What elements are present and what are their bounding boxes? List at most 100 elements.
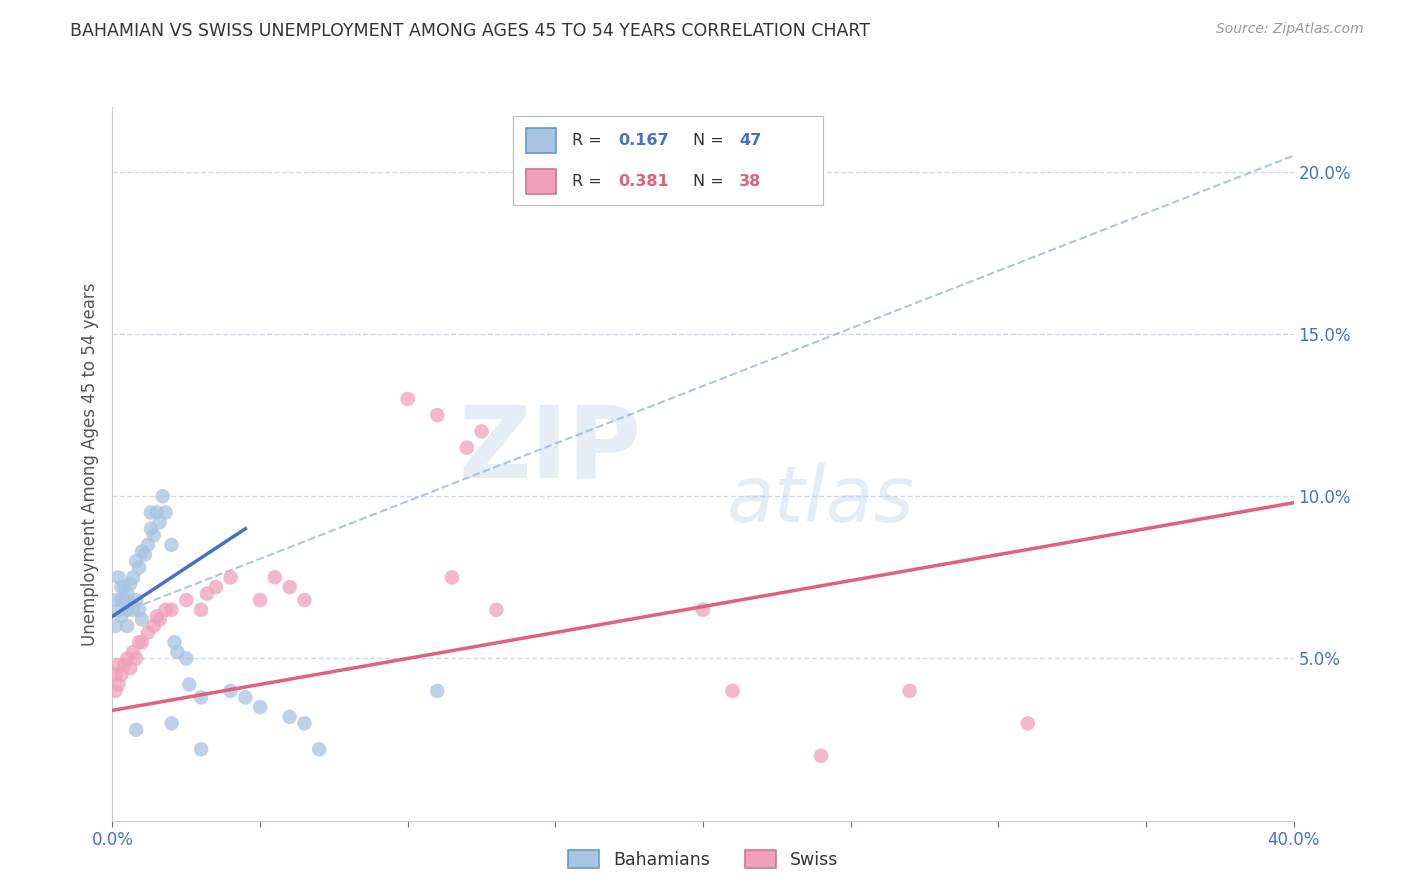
Point: [110, 580, 132, 594]
Point: [485, 603, 508, 617]
Point: [1017, 716, 1039, 731]
Point: [104, 593, 127, 607]
Point: [205, 580, 228, 594]
FancyBboxPatch shape: [526, 169, 557, 194]
Point: [107, 603, 129, 617]
Point: [122, 645, 145, 659]
Point: [190, 690, 212, 705]
Point: [155, 603, 177, 617]
Point: [139, 506, 162, 520]
Point: [152, 489, 174, 503]
Point: [107, 657, 129, 672]
Point: [131, 613, 153, 627]
Point: [122, 570, 145, 584]
Point: [107, 677, 129, 691]
Point: [120, 577, 142, 591]
Point: [190, 603, 212, 617]
Point: [160, 716, 183, 731]
Point: [174, 593, 197, 607]
Text: 0.167: 0.167: [619, 133, 669, 147]
Point: [112, 580, 135, 594]
Point: [104, 667, 127, 681]
Point: [120, 596, 142, 610]
Point: [470, 425, 494, 439]
Point: [155, 506, 177, 520]
Point: [117, 651, 138, 665]
Y-axis label: Unemployment Among Ages 45 to 54 years: Unemployment Among Ages 45 to 54 years: [80, 282, 98, 646]
Point: [136, 625, 159, 640]
FancyBboxPatch shape: [526, 128, 557, 153]
Text: Source: ZipAtlas.com: Source: ZipAtlas.com: [1216, 22, 1364, 37]
Point: [278, 580, 301, 594]
Legend: Bahamians, Swiss: Bahamians, Swiss: [561, 844, 845, 876]
Point: [117, 603, 138, 617]
Point: [292, 716, 315, 731]
Point: [110, 667, 132, 681]
Point: [120, 661, 142, 675]
Point: [122, 603, 145, 617]
Point: [195, 586, 218, 600]
Point: [426, 408, 449, 422]
Text: ZIP: ZIP: [458, 401, 641, 498]
Text: atlas: atlas: [727, 461, 915, 538]
Text: R =: R =: [572, 133, 607, 147]
Point: [142, 619, 165, 633]
Point: [131, 544, 153, 558]
Point: [125, 593, 148, 607]
Text: N =: N =: [693, 174, 728, 188]
Point: [149, 613, 172, 627]
Point: [104, 684, 127, 698]
Point: [249, 700, 271, 714]
Point: [142, 528, 165, 542]
Point: [692, 603, 714, 617]
Point: [249, 593, 271, 607]
Point: [128, 635, 150, 649]
Point: [292, 593, 315, 607]
Point: [219, 570, 242, 584]
Point: [117, 619, 138, 633]
Point: [179, 677, 201, 691]
Point: [112, 657, 135, 672]
Point: [139, 522, 162, 536]
Point: [441, 570, 464, 584]
Point: [128, 560, 150, 574]
Point: [219, 684, 242, 698]
Text: 47: 47: [740, 133, 761, 147]
Point: [898, 684, 921, 698]
Point: [174, 651, 197, 665]
Point: [125, 723, 148, 737]
Point: [107, 570, 129, 584]
Point: [308, 742, 330, 756]
Point: [264, 570, 287, 584]
Point: [128, 603, 150, 617]
Point: [136, 538, 159, 552]
Text: 0.381: 0.381: [619, 174, 669, 188]
Point: [163, 635, 186, 649]
Point: [166, 645, 188, 659]
Text: 38: 38: [740, 174, 761, 188]
Point: [146, 609, 169, 624]
Point: [721, 684, 744, 698]
Point: [104, 619, 127, 633]
Point: [426, 684, 449, 698]
Point: [233, 690, 256, 705]
Text: BAHAMIAN VS SWISS UNEMPLOYMENT AMONG AGES 45 TO 54 YEARS CORRELATION CHART: BAHAMIAN VS SWISS UNEMPLOYMENT AMONG AGE…: [70, 22, 870, 40]
Point: [131, 635, 153, 649]
Point: [160, 603, 183, 617]
Point: [810, 748, 832, 763]
Point: [134, 548, 156, 562]
Point: [146, 506, 169, 520]
Point: [112, 593, 135, 607]
Point: [149, 515, 172, 529]
Point: [456, 441, 478, 455]
Point: [190, 742, 212, 756]
Point: [396, 392, 419, 406]
Point: [160, 538, 183, 552]
Point: [125, 554, 148, 568]
Point: [117, 586, 138, 600]
Point: [110, 593, 132, 607]
Point: [278, 710, 301, 724]
Text: N =: N =: [693, 133, 728, 147]
Text: R =: R =: [572, 174, 607, 188]
Point: [125, 651, 148, 665]
